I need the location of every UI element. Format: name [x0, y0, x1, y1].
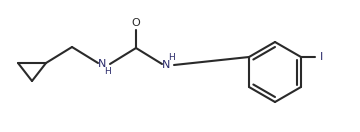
Text: I: I	[320, 52, 323, 62]
Text: H: H	[104, 67, 111, 76]
Text: H: H	[168, 53, 175, 62]
Text: O: O	[132, 18, 140, 28]
Text: N: N	[162, 60, 170, 70]
Text: N: N	[98, 59, 106, 69]
